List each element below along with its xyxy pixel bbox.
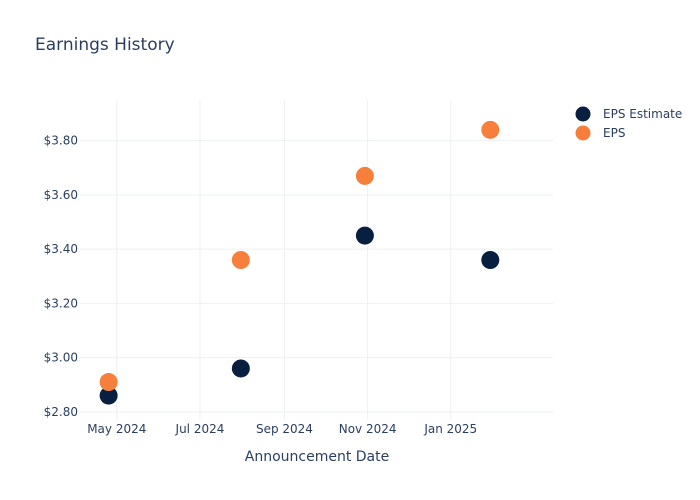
y-tick-label: $3.00 xyxy=(44,351,78,365)
data-point xyxy=(355,226,374,245)
data-point xyxy=(231,359,250,378)
legend-label: EPS Estimate xyxy=(603,107,682,121)
x-tick-label: May 2024 xyxy=(87,422,146,436)
data-point xyxy=(99,386,118,405)
legend-marker xyxy=(575,125,591,141)
legend-marker xyxy=(575,106,591,122)
y-tick-label: $3.20 xyxy=(44,296,78,310)
data-point xyxy=(481,120,500,139)
grid xyxy=(80,100,553,420)
data-points xyxy=(99,120,500,405)
x-axis-label: Announcement Date xyxy=(245,449,389,465)
data-point xyxy=(231,251,250,269)
data-point xyxy=(99,373,118,392)
y-tick-label: $3.40 xyxy=(44,242,78,256)
y-tick-label: $3.80 xyxy=(44,134,78,148)
y-axis-ticks: $2.80 $3.00 $3.20 $3.40 $3.60 $3.80 xyxy=(44,134,78,419)
data-point xyxy=(481,251,500,269)
x-tick-label: Jul 2024 xyxy=(175,422,225,436)
data-point xyxy=(355,166,374,185)
chart-title: Earnings History xyxy=(35,35,175,55)
x-tick-label: Nov 2024 xyxy=(339,422,397,436)
legend-label: EPS xyxy=(603,126,625,140)
legend: EPS Estimate EPS xyxy=(575,106,682,141)
y-tick-label: $2.80 xyxy=(44,405,78,419)
x-tick-label: Jan 2025 xyxy=(423,422,477,436)
x-axis-ticks: May 2024 Jul 2024 Sep 2024 Nov 2024 Jan 2025 xyxy=(87,422,477,436)
x-tick-label: Sep 2024 xyxy=(256,422,313,436)
y-tick-label: $3.60 xyxy=(44,188,78,202)
